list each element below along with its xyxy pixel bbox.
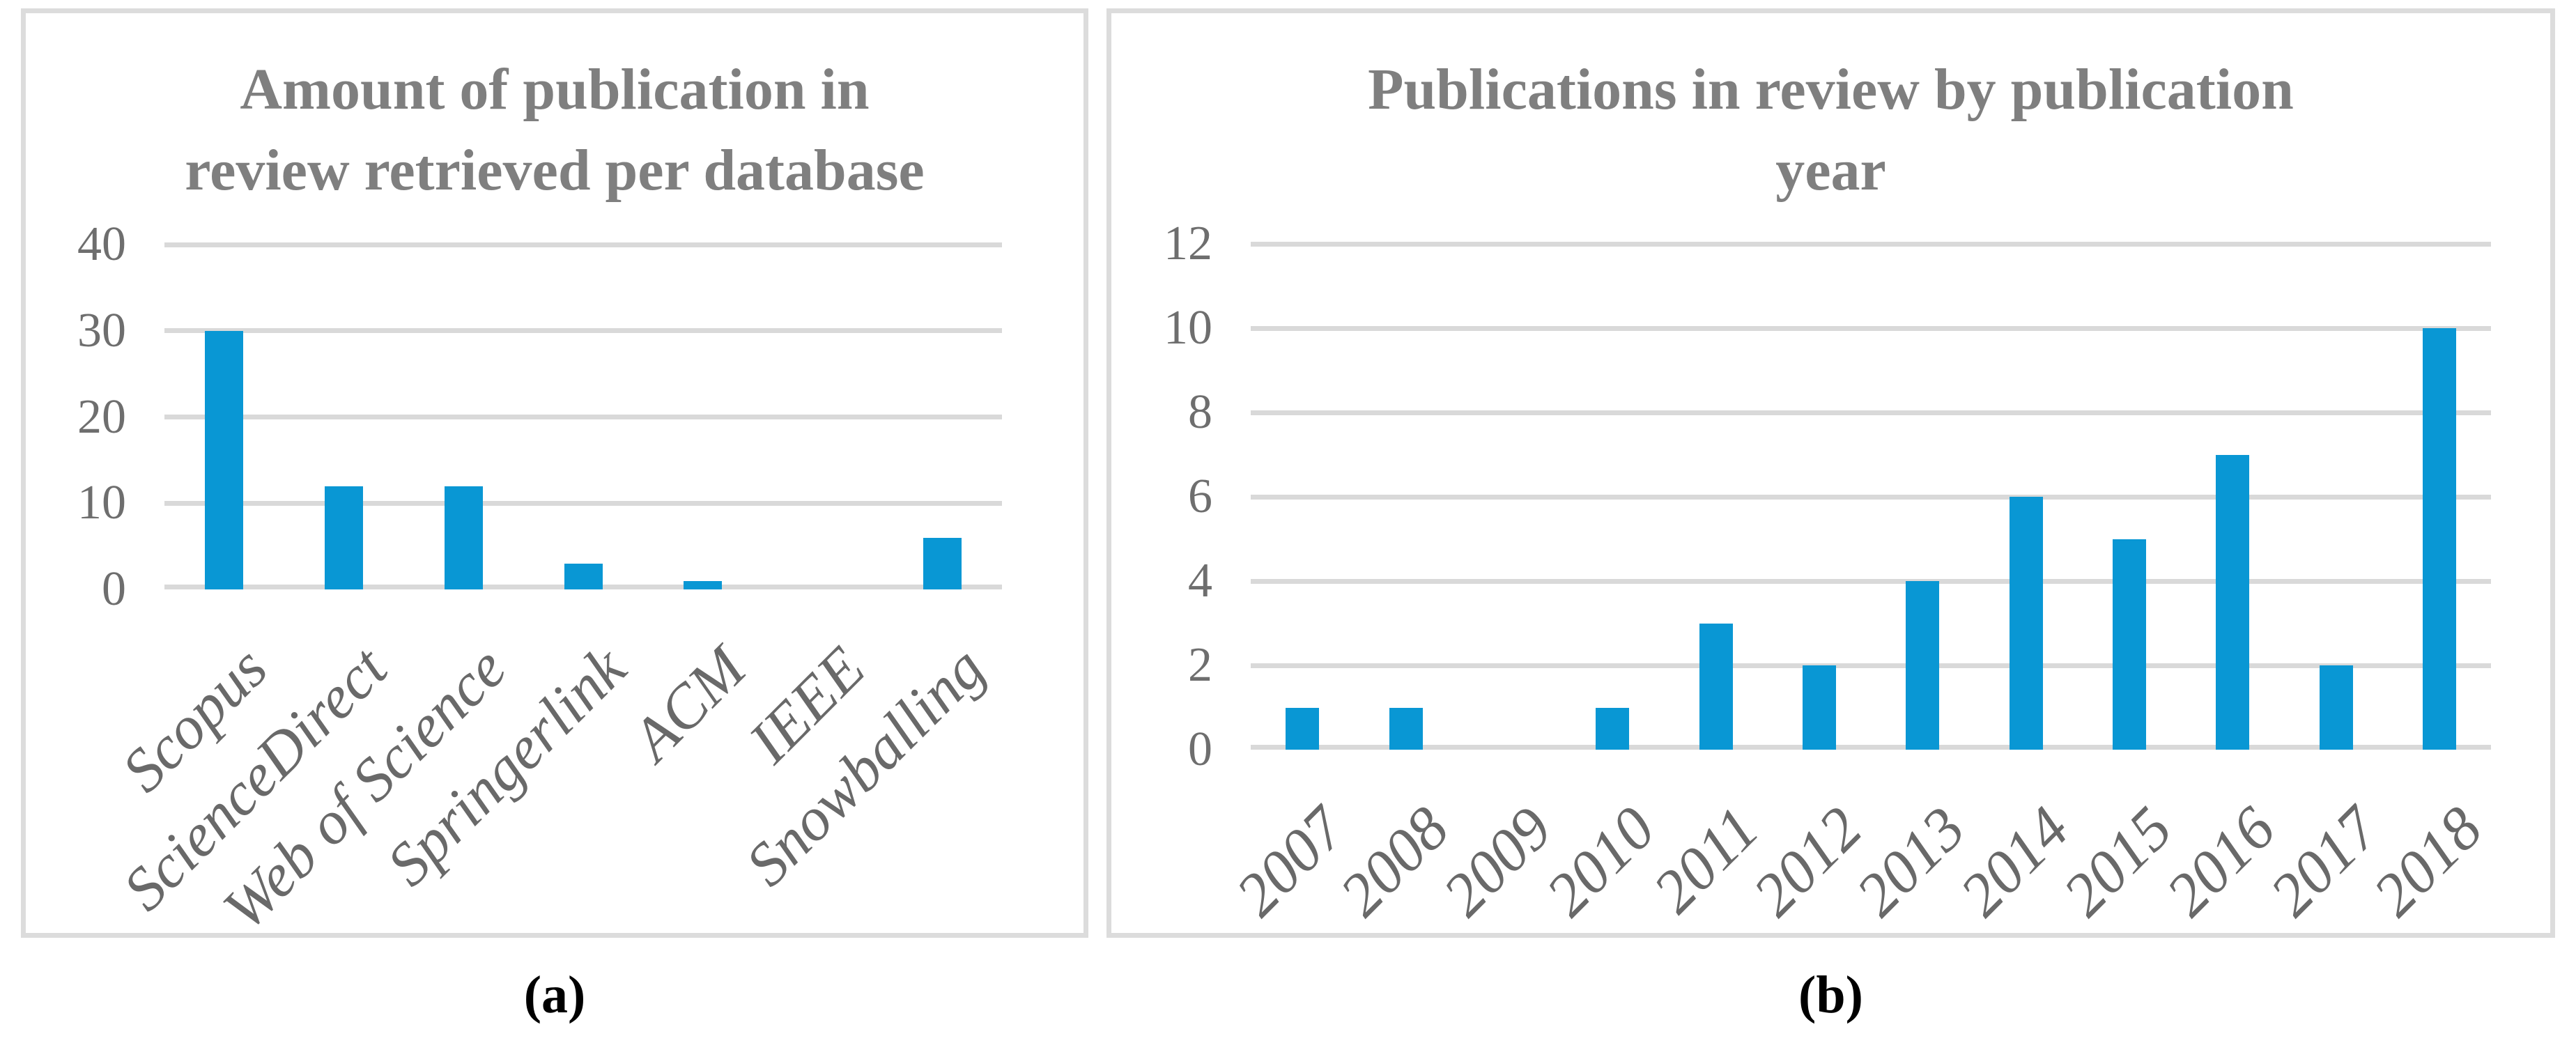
bar-Springerlink [564,563,603,589]
x-axis-category-label-text: 2012 [1740,794,1875,929]
bar-ScienceDirect [325,486,364,589]
bar-2018 [2422,328,2456,750]
y-axis-tick-label: 0 [102,562,126,616]
bar-2017 [2319,665,2353,750]
x-axis-category-label-text: 2013 [1844,794,1979,929]
subfigure-label-a: (a) [523,966,586,1024]
gridline [1251,745,2491,750]
y-axis-tick-label: 2 [1188,638,1212,692]
gridline [1251,410,2491,415]
x-axis-category-label-text: 2008 [1327,794,1462,929]
y-axis-tick-label: 8 [1188,385,1212,439]
x-axis-category-label-text: 2011 [1640,794,1772,926]
chart-b-title-line2: year [1775,138,1886,203]
x-axis-category-label-text: 2016 [2154,794,2289,929]
gridline [164,242,1002,247]
bar-Web of Science [444,486,483,589]
gridline [1251,494,2491,500]
y-axis-tick-label: 6 [1188,470,1212,523]
x-axis-category-label-text: ACM [619,634,759,774]
bar-2014 [2009,497,2043,750]
y-axis-tick-label: 20 [77,389,126,444]
y-axis-tick-label: 10 [1164,301,1212,355]
gridline [164,415,1002,419]
bar-ACM [684,580,723,589]
y-axis-tick-label: 0 [1188,723,1212,776]
x-axis-category-label-text: 2009 [1430,794,1565,929]
gridline [164,328,1002,334]
gridline [1251,325,2491,331]
bar-2012 [1802,665,1836,750]
x-axis-category-label-text: 2017 [2257,794,2392,929]
chart-b-title-line1: Publications in review by publication [1368,57,2294,122]
chart-panel-a: Amount of publication in review retrieve… [21,8,1088,943]
y-axis-tick-label: 4 [1188,554,1212,608]
bar-2008 [1389,707,1423,750]
y-axis-tick-label: 12 [1164,217,1212,270]
y-axis-tick-label: 40 [77,217,126,271]
bar-Scopus [205,330,244,589]
gridline [1251,241,2491,247]
bar-2013 [1906,581,1940,750]
y-axis-tick-label: 30 [77,303,126,357]
gridline [164,500,1002,506]
gridline [1251,578,2491,584]
gridline [1251,663,2491,668]
chart-a-title-line1: Amount of publication in [240,57,870,122]
bar-chart-b-plot-area: 0 2 4 6 8 10 12 2007 2008 2009 2010 2011 2012 2013 201… [1164,219,2495,929]
x-axis-category-label-text: 2007 [1224,794,1359,929]
x-axis-category-label-text: 2018 [2360,794,2495,929]
x-axis-category-label-text: 2015 [2050,794,2185,929]
chart-b-title: Publications in review by publication ye… [1111,49,2550,211]
bar-2016 [2216,454,2250,750]
bar-2010 [1596,707,1630,750]
chart-a-title-line2: review retrieved per database [185,138,925,203]
y-axis-tick-label: 10 [77,476,126,530]
chart-panel-b: Publications in review by publication ye… [1106,8,2555,938]
bar-2011 [1699,623,1733,750]
bar-chart-a-plot-area: 0 10 20 30 40 Scopus ScienceDirect Web of Scien… [77,220,1002,943]
bar-2015 [2112,539,2146,750]
x-axis-category-label-text: 2010 [1534,794,1669,929]
chart-a-title: Amount of publication in review retrieve… [26,49,1083,211]
subfigure-label-b: (b) [1798,966,1863,1024]
bar-Snowballing [923,537,962,589]
x-axis-category-label-text: 2014 [1947,794,2082,929]
bar-2007 [1286,707,1320,750]
